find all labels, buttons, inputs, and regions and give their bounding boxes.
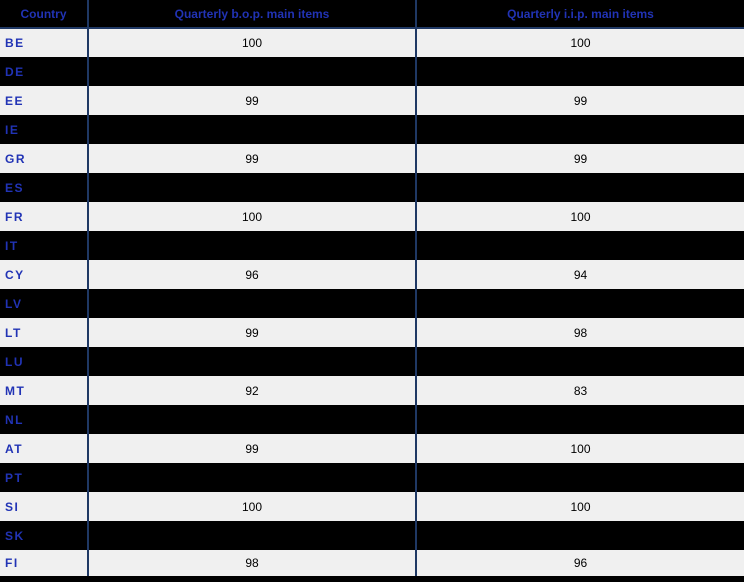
bop-value	[87, 521, 416, 550]
table-row-blackout: SK	[0, 521, 744, 550]
country-code: FR	[5, 209, 24, 224]
bop-value	[87, 115, 416, 144]
bop-value: 99	[87, 318, 416, 347]
iip-value: 83	[415, 376, 744, 405]
iip-value	[415, 231, 744, 260]
country-code: PT	[5, 470, 24, 485]
table-row: CY 96 94	[0, 260, 744, 289]
table-row-blackout: ES	[0, 173, 744, 202]
bop-value	[87, 405, 416, 434]
bop-value	[87, 231, 416, 260]
table-row-blackout: IT	[0, 231, 744, 260]
table-row: SI 100 100	[0, 492, 744, 521]
table-row-blackout: DE	[0, 57, 744, 86]
iip-value	[415, 57, 744, 86]
table-row: EE 99 99	[0, 86, 744, 115]
bop-value	[87, 463, 416, 492]
table-row: FR 100 100	[0, 202, 744, 231]
bop-value	[87, 289, 416, 318]
iip-value: 100	[415, 434, 744, 463]
iip-value	[415, 463, 744, 492]
iip-value: 100	[415, 28, 744, 57]
bop-value: 99	[87, 434, 416, 463]
bop-value	[87, 347, 416, 376]
country-code: BE	[5, 36, 25, 50]
country-code: DE	[5, 64, 25, 79]
iip-value	[415, 347, 744, 376]
column-header-country: Country	[0, 0, 88, 29]
country-code: FI	[5, 556, 19, 570]
country-code: IE	[5, 122, 20, 137]
header-row: Country Quarterly b.o.p. main items Quar…	[0, 0, 744, 29]
iip-value	[415, 289, 744, 318]
bop-value	[87, 173, 416, 202]
country-code: LU	[5, 354, 24, 369]
table-row-blackout: NL	[0, 405, 744, 434]
country-code: ES	[5, 180, 25, 195]
iip-value	[415, 173, 744, 202]
country-code: NL	[5, 412, 24, 427]
table-row: FI 98 96	[0, 550, 744, 579]
country-code: IT	[5, 238, 19, 253]
bop-value: 96	[87, 260, 416, 289]
table-row: LT 99 98	[0, 318, 744, 347]
table-row: BE 100 100	[0, 28, 744, 57]
iip-value: 100	[415, 202, 744, 231]
country-code: SI	[5, 499, 20, 514]
table-row-blackout: LU	[0, 347, 744, 376]
table-row: MT 92 83	[0, 376, 744, 405]
bop-value: 98	[87, 550, 416, 579]
country-code: SK	[5, 528, 25, 543]
table-row-blackout: PT	[0, 463, 744, 492]
iip-value: 99	[415, 86, 744, 115]
column-header-bop: Quarterly b.o.p. main items	[87, 0, 416, 29]
iip-value	[415, 115, 744, 144]
bop-value: 92	[87, 376, 416, 405]
bop-value: 100	[87, 492, 416, 521]
country-code: CY	[5, 267, 25, 282]
bop-value: 99	[87, 86, 416, 115]
table-body: BE 100 100 DE EE 99 99 IE GR 99 99 ES FR 100 100 IT CY 96…	[0, 28, 744, 579]
iip-value: 94	[415, 260, 744, 289]
column-header-iip: Quarterly i.i.p. main items	[415, 0, 744, 29]
table-row-blackout: LV	[0, 289, 744, 318]
table-row: GR 99 99	[0, 144, 744, 173]
country-code: LV	[5, 296, 23, 311]
country-code: EE	[5, 93, 25, 108]
bop-value: 100	[87, 202, 416, 231]
bop-value	[87, 57, 416, 86]
table-row-blackout: IE	[0, 115, 744, 144]
iip-value: 98	[415, 318, 744, 347]
iip-value: 99	[415, 144, 744, 173]
bop-value: 100	[87, 28, 416, 57]
country-code: GR	[5, 151, 26, 166]
iip-value	[415, 405, 744, 434]
bop-value: 99	[87, 144, 416, 173]
iip-value: 96	[415, 550, 744, 579]
table-row: AT 99 100	[0, 434, 744, 463]
iip-value: 100	[415, 492, 744, 521]
country-code: AT	[5, 441, 24, 456]
iip-value	[415, 521, 744, 550]
table-header: Country Quarterly b.o.p. main items Quar…	[0, 0, 744, 29]
country-code: LT	[5, 325, 22, 340]
country-code: MT	[5, 383, 26, 398]
